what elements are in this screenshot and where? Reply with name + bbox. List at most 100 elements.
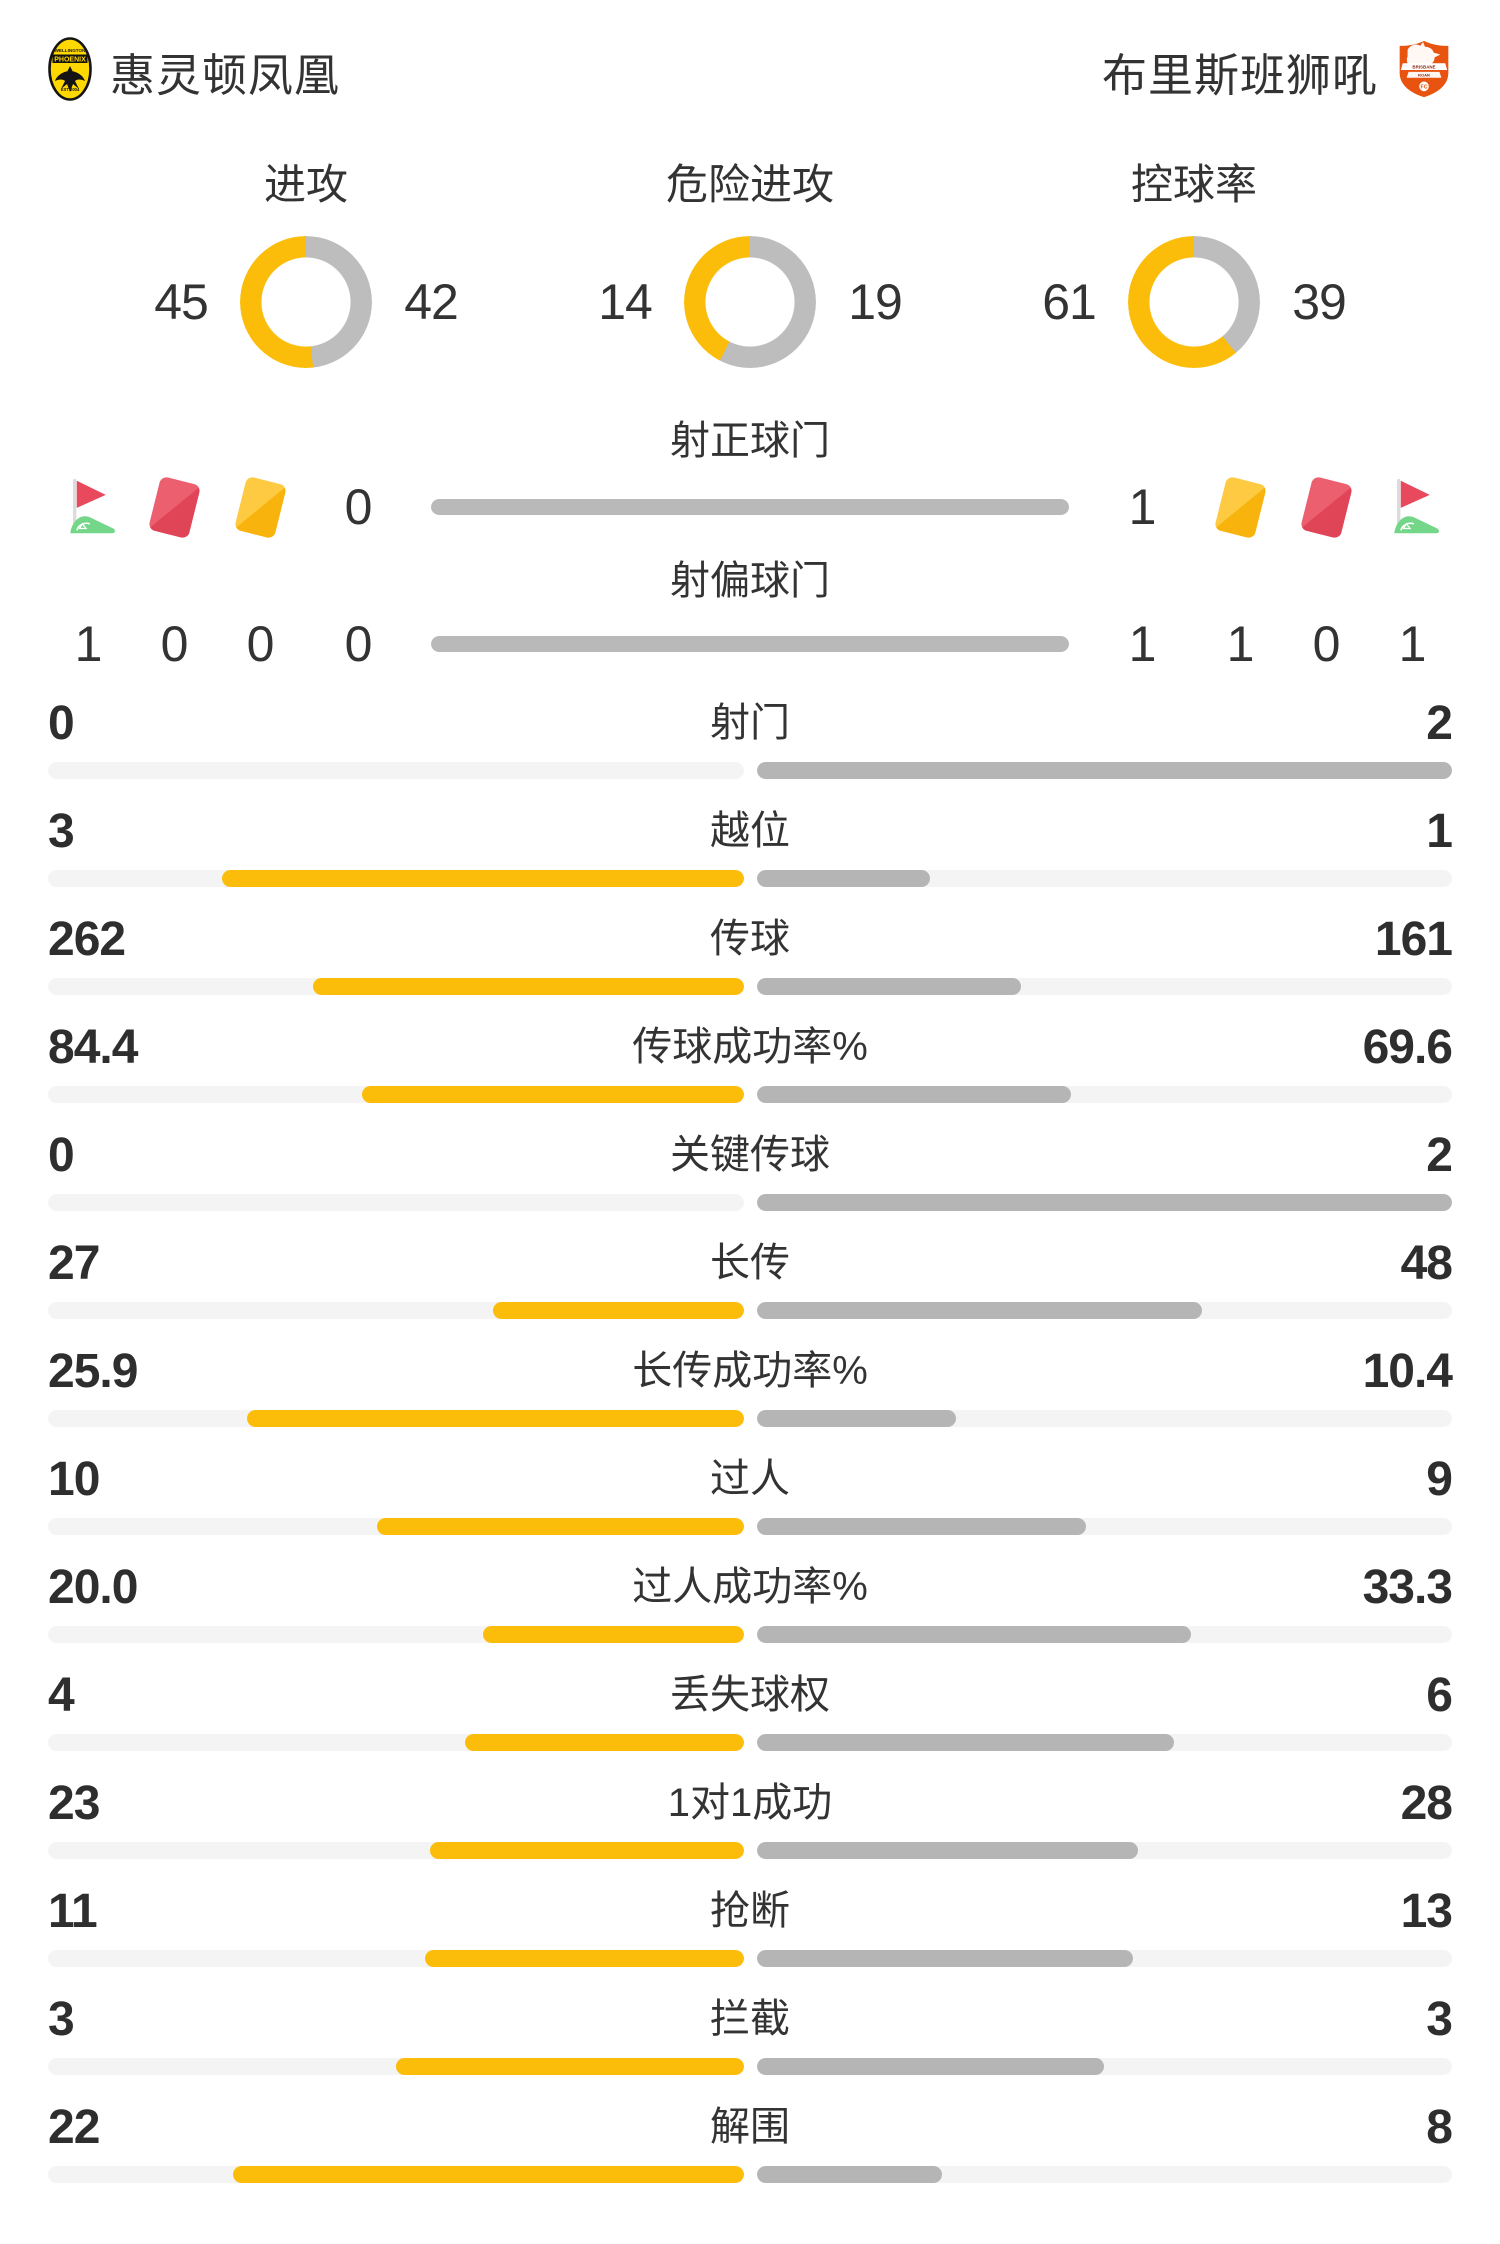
- corner-flag-icon: [45, 477, 131, 537]
- stat-row: 越位 3 1: [48, 794, 1453, 887]
- stat-label: 越位: [710, 809, 790, 853]
- stat-home-value: 3: [48, 805, 75, 858]
- stat-bar: [48, 1626, 1452, 1643]
- stat-home-value: 4: [48, 1669, 75, 1722]
- stat-home-value: 3: [48, 1993, 75, 2046]
- stat-away-fill: [756, 2058, 1105, 2075]
- away-team: 布里斯班狮吼 BRISBANE ROAR FC: [1102, 38, 1452, 105]
- stat-away-track: [756, 2166, 1452, 2183]
- stat-row: 射门 0 2: [48, 686, 1453, 779]
- stat-label: 传球: [710, 917, 790, 961]
- stat-away-track: [756, 1734, 1452, 1751]
- stat-home-value: 20.0: [48, 1561, 138, 1614]
- red-card-icon: [131, 475, 217, 539]
- svg-text:PHOENIX: PHOENIX: [54, 56, 86, 63]
- shots-off-target-home-value: 0: [344, 616, 373, 672]
- stat-away-track: [756, 1302, 1452, 1319]
- stat-away-track: [756, 1410, 1452, 1427]
- stat-home-track: [48, 1734, 744, 1751]
- stat-away-track: [756, 1086, 1452, 1103]
- stat-away-value: 8: [1426, 2101, 1453, 2154]
- shots-off-target-away-value: 1: [1128, 616, 1157, 672]
- shots-off-target-bar: [431, 636, 1069, 652]
- stat-away-value: 9: [1426, 1453, 1453, 1506]
- stat-label: 长传: [710, 1241, 790, 1285]
- stat-bar: [48, 1194, 1452, 1211]
- stat-home-value: 23: [48, 1777, 100, 1830]
- stat-away-value: 28: [1400, 1777, 1453, 1830]
- stat-row: 传球 262 161: [48, 902, 1453, 995]
- stat-away-value: 6: [1426, 1669, 1453, 1722]
- svg-text:WELLINGTON: WELLINGTON: [55, 48, 86, 53]
- stat-home-fill: [312, 978, 744, 995]
- donut-stat-group: 控球率 61 39: [1022, 160, 1366, 368]
- stat-away-fill: [756, 870, 931, 887]
- stat-bar: [48, 978, 1452, 995]
- shots-on-target-row: 0 1: [0, 474, 1500, 540]
- shots-off-target-title: 射偏球门: [670, 559, 830, 603]
- stat-home-track: [48, 870, 744, 887]
- shots-off-target-row: 1 0 0 0 1 1 0 1: [0, 612, 1500, 676]
- stat-label: 1对1成功: [667, 1781, 833, 1825]
- stat-bar: [48, 1950, 1452, 1967]
- stat-bar: [48, 1302, 1452, 1319]
- stat-bar: [48, 870, 1452, 887]
- stat-label: 过人成功率%: [632, 1565, 868, 1609]
- stat-home-value: 25.9: [48, 1345, 138, 1398]
- home-corners-count: 1: [74, 616, 103, 672]
- stat-away-fill: [756, 1842, 1139, 1859]
- stat-away-fill: [756, 1734, 1174, 1751]
- stat-home-value: 10: [48, 1453, 100, 1506]
- stat-row: 解围 22 8: [48, 2090, 1453, 2183]
- stat-away-fill: [756, 1626, 1192, 1643]
- stat-home-track: [48, 2058, 744, 2075]
- stat-home-fill: [493, 1302, 744, 1319]
- stat-home-fill: [233, 2166, 744, 2183]
- home-red-cards-count: 0: [160, 616, 189, 672]
- stat-away-track: [756, 1842, 1452, 1859]
- donut-charts-section: 进攻 45 42 危险进攻 14 19 控球率 61 39: [0, 160, 1500, 368]
- stat-home-value: 262: [48, 913, 126, 966]
- stat-away-track: [756, 1626, 1452, 1643]
- stat-home-track: [48, 1410, 744, 1427]
- stat-row: 丢失球权 4 6: [48, 1658, 1453, 1751]
- match-header: WELLINGTON PHOENIX EST 2004 惠灵顿凤凰 布里斯班狮吼…: [0, 0, 1500, 106]
- stat-home-fill: [221, 870, 744, 887]
- home-team-name: 惠灵顿凤凰: [110, 49, 341, 101]
- stat-home-fill: [377, 1518, 744, 1535]
- donut-home-value: 61: [1042, 274, 1097, 330]
- stat-home-fill: [395, 2058, 744, 2075]
- stat-home-fill: [465, 1734, 744, 1751]
- wellington-phoenix-crest-icon: WELLINGTON PHOENIX EST 2004: [48, 36, 92, 106]
- home-yellow-cards-count: 0: [246, 616, 275, 672]
- stat-away-track: [756, 762, 1452, 779]
- stat-away-track: [756, 1950, 1452, 1967]
- stat-label: 传球成功率%: [632, 1025, 868, 1069]
- stat-home-fill: [429, 1842, 744, 1859]
- stat-home-value: 0: [48, 697, 75, 750]
- stat-home-value: 11: [48, 1885, 98, 1938]
- red-card-icon: [1283, 475, 1369, 539]
- donut-away-value: 19: [848, 274, 903, 330]
- stat-away-fill: [756, 1086, 1071, 1103]
- stat-label: 拦截: [710, 1997, 790, 2041]
- stat-row: 关键传球 0 2: [48, 1118, 1453, 1211]
- stat-home-fill: [424, 1950, 744, 1967]
- svg-text:BRISBANE: BRISBANE: [1412, 64, 1435, 69]
- stat-label: 丢失球权: [670, 1673, 830, 1717]
- shots-on-target-home-value: 0: [344, 479, 373, 535]
- donut-stat-group: 危险进攻 14 19: [578, 160, 922, 368]
- corner-flag-icon: [1369, 477, 1455, 537]
- donut-home-value: 14: [598, 274, 653, 330]
- stat-label: 关键传球: [670, 1133, 830, 1177]
- stat-away-fill: [756, 762, 1452, 779]
- stat-home-value: 27: [48, 1237, 100, 1290]
- stat-row: 1对1成功 23 28: [48, 1766, 1453, 1859]
- shots-on-target-bar: [431, 499, 1069, 515]
- stat-away-fill: [756, 2166, 942, 2183]
- shots-on-target-away-fill: [431, 499, 1069, 515]
- stat-bar: [48, 2058, 1452, 2075]
- donut-stat-group: 进攻 45 42: [134, 160, 478, 368]
- stat-away-value: 69.6: [1362, 1021, 1453, 1074]
- stat-away-track: [756, 2058, 1452, 2075]
